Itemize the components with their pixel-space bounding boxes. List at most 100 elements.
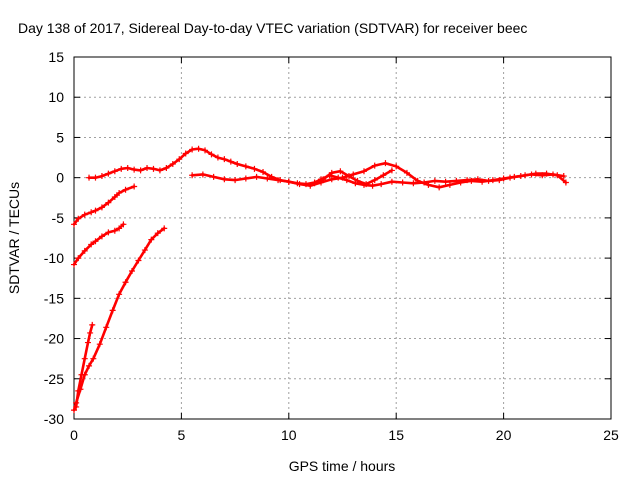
data-point <box>92 207 99 214</box>
data-point <box>371 162 378 169</box>
data-point <box>128 267 135 274</box>
y-tick-label: -15 <box>44 290 64 306</box>
data-point <box>86 362 93 369</box>
axis-ticks <box>73 56 612 420</box>
data-point <box>554 172 561 179</box>
data-point <box>71 261 77 268</box>
data-point <box>195 145 202 152</box>
data-point <box>425 181 432 188</box>
data-point <box>232 177 239 184</box>
data-point <box>71 221 77 228</box>
data-point <box>442 178 449 185</box>
data-point <box>446 181 453 188</box>
data-point <box>98 173 105 180</box>
data-point <box>111 168 118 175</box>
y-tick-labels: 15 10 5 0 -5 -10 -15 -20 -25 -30 <box>44 49 64 427</box>
data-point <box>148 236 155 243</box>
data-point <box>88 209 95 216</box>
data-point <box>176 156 183 163</box>
y-tick-label: -30 <box>44 411 64 427</box>
data-point <box>116 225 123 232</box>
x-tick-label: 25 <box>603 427 619 443</box>
x-axis-label: GPS time / hours <box>289 458 396 474</box>
data-point <box>296 181 303 188</box>
data-point <box>360 168 367 175</box>
data-point <box>431 177 438 184</box>
data-point <box>105 170 112 177</box>
data-point <box>242 175 249 182</box>
data-point <box>98 204 105 211</box>
data-point <box>116 189 123 196</box>
data-point <box>150 165 157 172</box>
data-point <box>532 170 539 177</box>
series-track-g <box>311 167 395 188</box>
data-point <box>96 341 103 348</box>
data-point <box>131 166 138 173</box>
data-point <box>489 177 496 184</box>
y-tick-label: 0 <box>56 170 64 186</box>
series-line <box>72 223 125 266</box>
data-point <box>111 227 118 234</box>
data-point <box>81 247 88 254</box>
data-point <box>189 146 196 153</box>
data-point <box>75 215 82 222</box>
data-point <box>227 158 234 165</box>
data-point <box>131 183 138 190</box>
data-point <box>500 175 507 182</box>
data-point <box>202 147 209 154</box>
data-point <box>221 176 228 183</box>
data-point <box>90 355 97 362</box>
series-track-d <box>73 321 96 410</box>
data-point <box>208 151 215 158</box>
data-point <box>414 177 421 184</box>
data-point <box>118 165 125 172</box>
data-point <box>403 169 410 176</box>
data-point <box>116 291 123 298</box>
y-tick-label: 15 <box>48 49 64 65</box>
data-point <box>543 170 550 177</box>
x-tick-label: 10 <box>281 427 297 443</box>
x-tick-label: 5 <box>178 427 186 443</box>
data-point <box>363 181 370 188</box>
data-point <box>156 167 163 174</box>
data-point <box>75 387 82 394</box>
data-point <box>328 176 335 183</box>
x-tick-labels: 0 5 10 15 20 25 <box>70 427 619 443</box>
data-point <box>380 172 387 179</box>
data-point <box>87 329 94 336</box>
data-point <box>137 167 144 174</box>
data-point <box>161 225 168 232</box>
data-point <box>436 184 443 191</box>
data-point <box>109 307 116 314</box>
data-point <box>98 233 105 240</box>
y-tick-label: -10 <box>44 250 64 266</box>
data-point <box>144 165 151 172</box>
data-point <box>234 160 241 167</box>
series-line <box>313 169 394 186</box>
y-tick-label: 5 <box>56 129 64 145</box>
data-point <box>189 172 196 179</box>
data-point <box>111 193 118 200</box>
data-point <box>120 221 127 228</box>
data-series <box>71 145 569 414</box>
data-point <box>479 178 486 185</box>
data-point <box>182 150 189 157</box>
data-point <box>105 199 112 206</box>
plot-frame <box>73 56 612 420</box>
data-point <box>88 241 95 248</box>
data-point <box>307 182 314 189</box>
data-point <box>214 154 221 161</box>
data-point <box>84 339 91 346</box>
data-point <box>382 160 389 167</box>
data-point <box>275 177 282 184</box>
data-point <box>92 174 99 181</box>
data-point <box>122 186 129 193</box>
data-point <box>169 160 176 167</box>
data-point <box>103 324 110 331</box>
data-point <box>388 167 395 174</box>
data-point <box>73 403 80 410</box>
data-point <box>221 156 228 163</box>
data-point <box>560 173 567 180</box>
data-point <box>163 165 170 172</box>
